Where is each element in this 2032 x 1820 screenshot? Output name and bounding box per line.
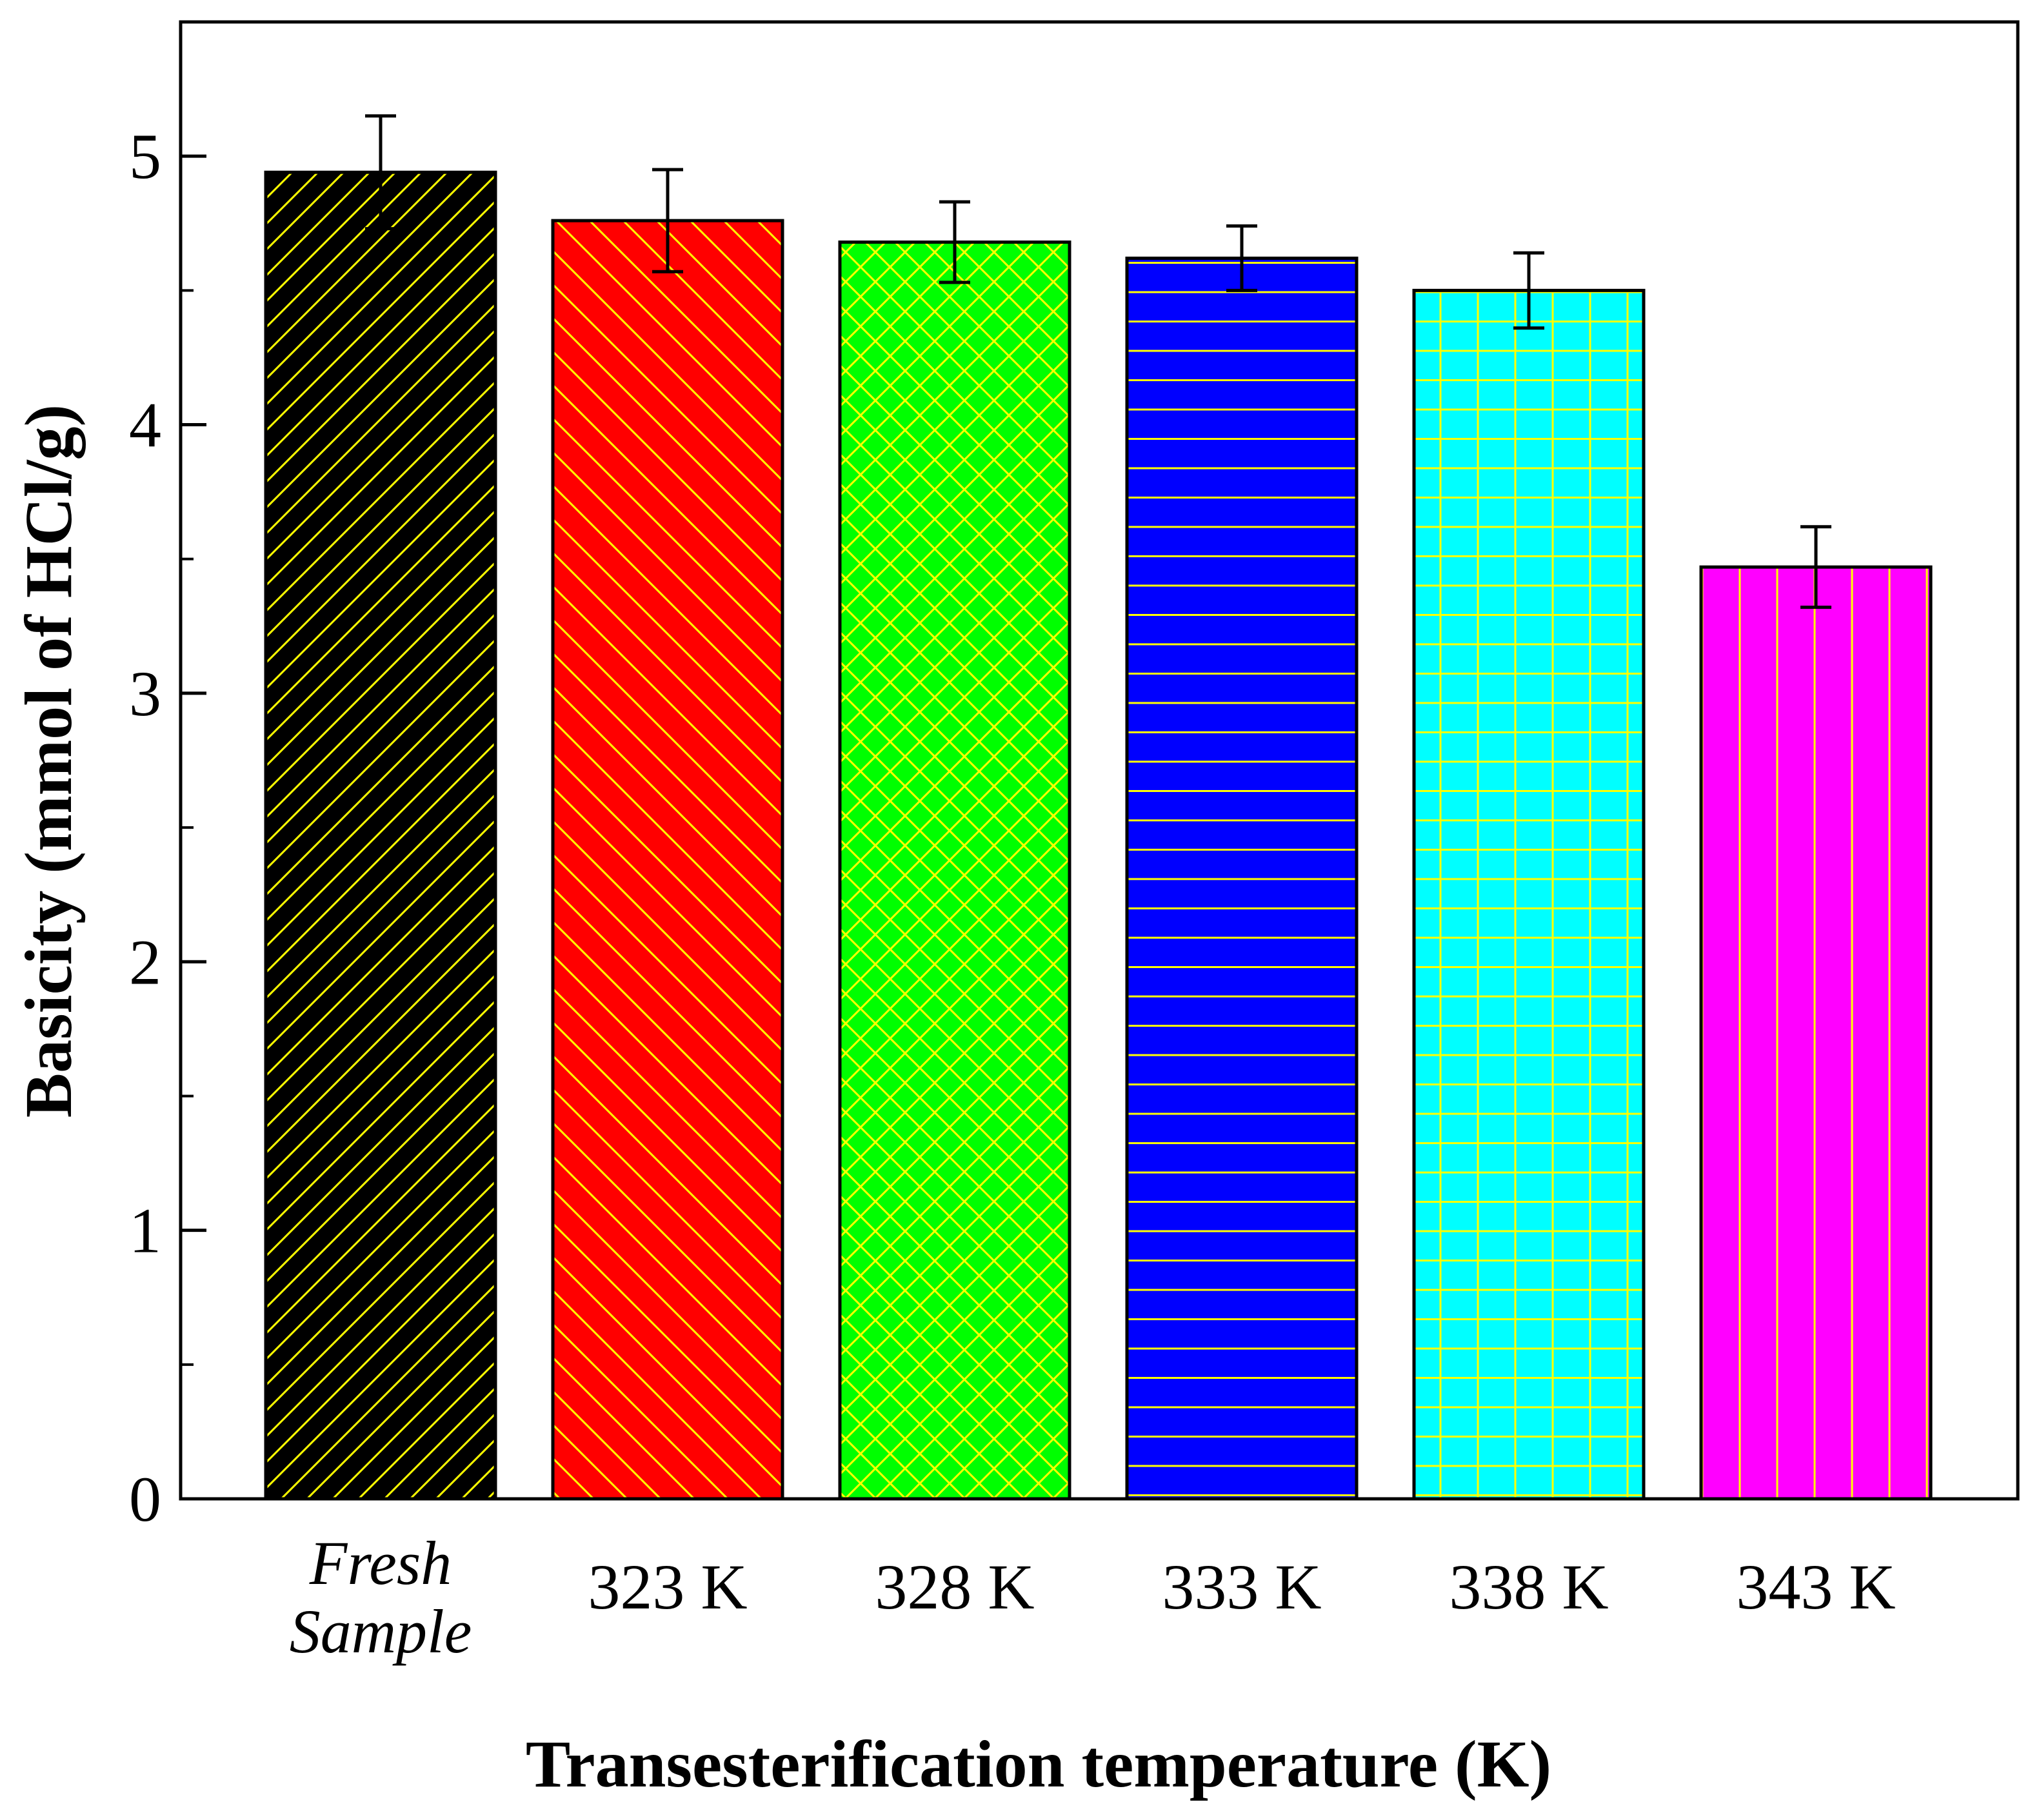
bar-328 [838, 240, 1071, 1501]
x-tick-label-338: 338 K [1449, 1551, 1608, 1623]
y-tick-label: 1 [129, 1195, 161, 1267]
y-tick-label: 3 [129, 658, 161, 729]
bar-333 [1125, 256, 1359, 1501]
y-tick-label: 5 [129, 121, 161, 192]
error-bar-338 [1513, 251, 1544, 330]
x-tick-label-333: 333 K [1162, 1551, 1321, 1623]
y-tick-label: 2 [129, 926, 161, 998]
plot-frame [179, 20, 2020, 1501]
y-tick-label: 0 [129, 1463, 161, 1535]
error-bar-333 [1226, 224, 1257, 292]
error-bar-343 [1800, 525, 1831, 609]
errorbars-layer [365, 114, 1831, 609]
error-bar-fresh [365, 114, 396, 231]
y-axis: 0 1 2 3 4 5 [129, 121, 206, 1535]
bars-layer [264, 170, 1933, 1501]
bar-343 [1699, 565, 1933, 1501]
bar-fresh [264, 170, 497, 1501]
x-tick-label-343: 343 K [1736, 1551, 1895, 1623]
x-tick-label-323: 323 K [588, 1551, 747, 1623]
x-axis: Fresh Sample 323 K 328 K 333 K 338 K 343 K [290, 1528, 1896, 1666]
y-axis-title: Basicity (mmol of HCl/g) [12, 404, 86, 1118]
x-axis-title: Transesterification temperature (K) [526, 1727, 1551, 1801]
y-tick-label: 4 [129, 390, 161, 461]
error-bar-328 [939, 200, 970, 284]
bar-338 [1412, 288, 1646, 1501]
x-tick-label-fresh: Fresh Sample [290, 1528, 472, 1666]
x-tick-label-328: 328 K [875, 1551, 1034, 1623]
bar-323 [551, 219, 784, 1501]
error-bar-323 [652, 168, 683, 273]
